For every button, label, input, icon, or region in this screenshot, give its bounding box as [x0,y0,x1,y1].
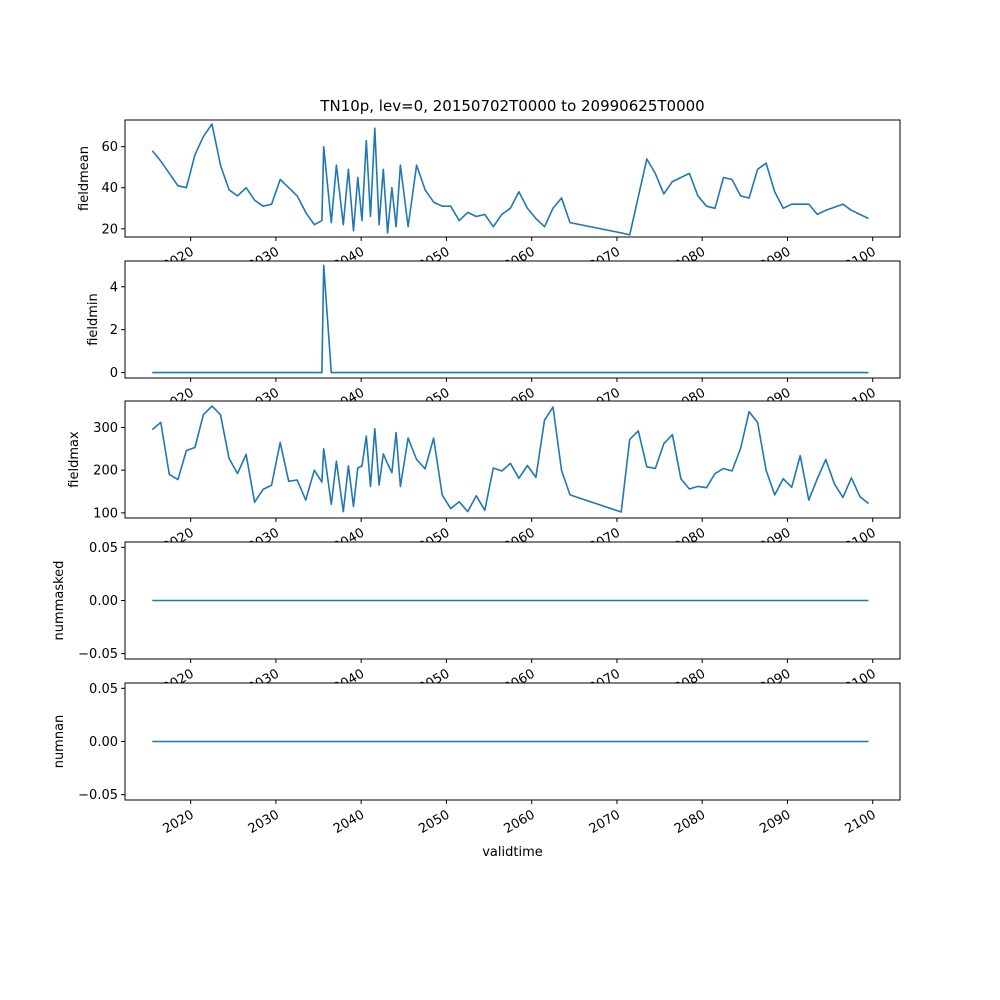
fieldmean-y-tick-label: 60 [101,140,118,155]
fieldmean-y-tick-label: 40 [101,181,118,196]
numnan-y-axis-label: numnan [52,715,67,769]
numnan-y-tick-label: −0.05 [78,788,118,803]
fieldmin-y-tick-label: 0 [110,366,118,381]
numnan-y-tick-label: 0.05 [89,682,118,697]
fieldmax-y-tick-label: 200 [93,464,118,479]
fieldmean-series-line [151,123,869,236]
numnan-y-tick-label: 0.00 [89,735,118,750]
fieldmean-y-tick-label: 20 [101,222,118,237]
fieldmin-y-tick-label: 4 [110,280,118,295]
nummasked-y-axis-label: nummasked [52,561,67,641]
fieldmax-axes-frame [124,400,901,519]
fieldmin-axes-frame [124,260,901,379]
fieldmax-y-axis-label: fieldmax [67,431,82,488]
fieldmean-axes-frame [124,119,901,238]
nummasked-y-tick-label: 0.05 [89,541,118,556]
fieldmax-axes-background [125,401,900,518]
fieldmax-series-line [151,405,870,513]
x-axis-label: validtime [482,845,543,860]
fieldmean-y-axis-label: fieldmean [77,146,92,211]
fieldmax-y-tick-label: 100 [93,506,118,521]
nummasked-y-tick-label: −0.05 [78,647,118,662]
fieldmax-y-tick-label: 300 [93,421,118,436]
fieldmin-axes-background [125,261,900,378]
nummasked-y-tick-label: 0.00 [89,594,118,609]
fieldmin-y-tick-label: 2 [110,323,118,338]
fieldmin-y-axis-label: fieldmin [86,293,101,346]
chart-title: TN10p, lev=0, 20150702T0000 to 20990625T… [319,97,704,115]
fieldmin-series-line [152,264,869,374]
